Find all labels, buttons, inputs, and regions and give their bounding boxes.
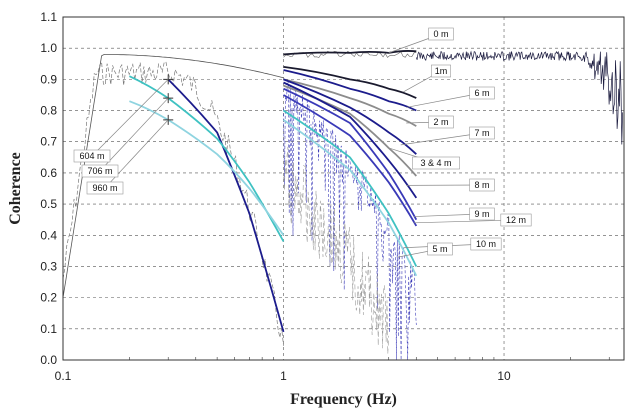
callout-label: 5 m: [427, 242, 453, 256]
callout-label: 7 m: [469, 126, 495, 140]
callout-text: 604 m: [79, 151, 104, 161]
callout-label: 1m: [431, 64, 451, 78]
callout-text: 2 m: [433, 117, 448, 127]
tick-labels: 0.0 0.1 0.2 0.3 0.4 0.5 0.6 0.7 0.8 0.9 1.0 1.1 0.1 1…: [40, 10, 511, 383]
callout-box: [412, 156, 460, 170]
y-tick-label: 0.2: [40, 291, 57, 305]
callout-text: 3 & 4 m: [420, 158, 451, 168]
callout-box: [431, 64, 451, 78]
x-tick-label: 10: [497, 369, 511, 383]
raw-trace: [62, 54, 284, 298]
callout-box: [469, 86, 495, 100]
callout-label: 10 m: [470, 237, 502, 251]
y-tick-label: 1.0: [40, 41, 57, 55]
plot-frame: [62, 16, 625, 361]
y-tick-label: 1.1: [40, 10, 57, 24]
callout-text: 8 m: [474, 180, 489, 190]
callout-label: 8 m: [469, 178, 495, 192]
callout-text: 706 m: [87, 166, 112, 176]
callout-box: [86, 181, 124, 195]
callout-box: [500, 213, 532, 227]
y-axis-title: Coherence: [7, 152, 24, 225]
callout-leader: [400, 132, 483, 146]
series-line: [283, 94, 418, 227]
callout-box: [469, 178, 495, 192]
callout-text: 1m: [435, 66, 448, 76]
series-line: [129, 100, 285, 236]
callout-label: 9 m: [469, 207, 495, 221]
x-axis-title: Frequency (Hz): [290, 391, 397, 408]
x-tick-label: 1: [280, 369, 287, 383]
y-tick-label: 0.7: [40, 135, 57, 149]
callout-label: 2 m: [428, 115, 454, 129]
y-tick-label: 0.6: [40, 166, 57, 180]
y-tick-label: 0.0: [40, 353, 57, 367]
series-line: [283, 81, 418, 199]
callout-box: [469, 207, 495, 221]
callout-text: 12 m: [506, 215, 526, 225]
callout-box: [470, 237, 502, 251]
series-line: [283, 69, 417, 112]
series-line: [283, 78, 417, 127]
callouts: 0 m 1m 6 m 2 m 7 m 3 & 4 m 8 m 9 m 12 m 10 m 5 m 60…: [73, 27, 532, 256]
series-lines: [129, 50, 418, 333]
callout-box: [73, 149, 111, 163]
callout-label: 3 & 4 m: [412, 156, 460, 170]
callout-label: 6 m: [469, 86, 495, 100]
series-line: [167, 78, 285, 333]
series-line: [283, 78, 417, 155]
callout-label: 0 m: [428, 27, 454, 41]
series-line: [283, 109, 418, 267]
callout-box: [469, 126, 495, 140]
y-tick-label: 0.5: [40, 197, 57, 211]
series-line: [283, 50, 417, 56]
callout-label: 706 m: [81, 164, 119, 178]
y-tick-label: 0.8: [40, 104, 57, 118]
series-line: [129, 75, 285, 242]
callout-text: 5 m: [432, 244, 447, 254]
raw-trace: [415, 50, 623, 145]
y-tick-label: 0.1: [40, 322, 57, 336]
callout-leader: [91, 79, 169, 157]
callout-box: [428, 115, 454, 129]
callout-box: [427, 242, 453, 256]
callout-leader: [413, 219, 517, 224]
callout-leader: [104, 119, 169, 189]
y-tick-label: 0.3: [40, 259, 57, 273]
callout-label: 604 m: [73, 149, 111, 163]
raw-trace: [283, 146, 389, 354]
callout-text: 0 m: [433, 29, 448, 39]
callout-box: [81, 164, 119, 178]
callout-box: [428, 27, 454, 41]
callout-label: 12 m: [500, 213, 532, 227]
y-tick-label: 0.4: [40, 228, 57, 242]
series-line: [283, 87, 418, 221]
callout-label: 960 m: [86, 181, 124, 195]
callout-text: 9 m: [474, 209, 489, 219]
callout-text: 6 m: [474, 88, 489, 98]
series-line: [283, 66, 417, 99]
background-traces: [62, 50, 623, 361]
callout-text: 960 m: [92, 183, 117, 193]
callout-leaders: [91, 33, 517, 258]
x-tick-label: 0.1: [55, 369, 72, 383]
series-line: [282, 119, 418, 277]
callout-text: 7 m: [474, 128, 489, 138]
callout-text: 10 m: [476, 239, 496, 249]
y-tick-label: 0.9: [40, 72, 57, 86]
callout-leader: [99, 97, 169, 172]
